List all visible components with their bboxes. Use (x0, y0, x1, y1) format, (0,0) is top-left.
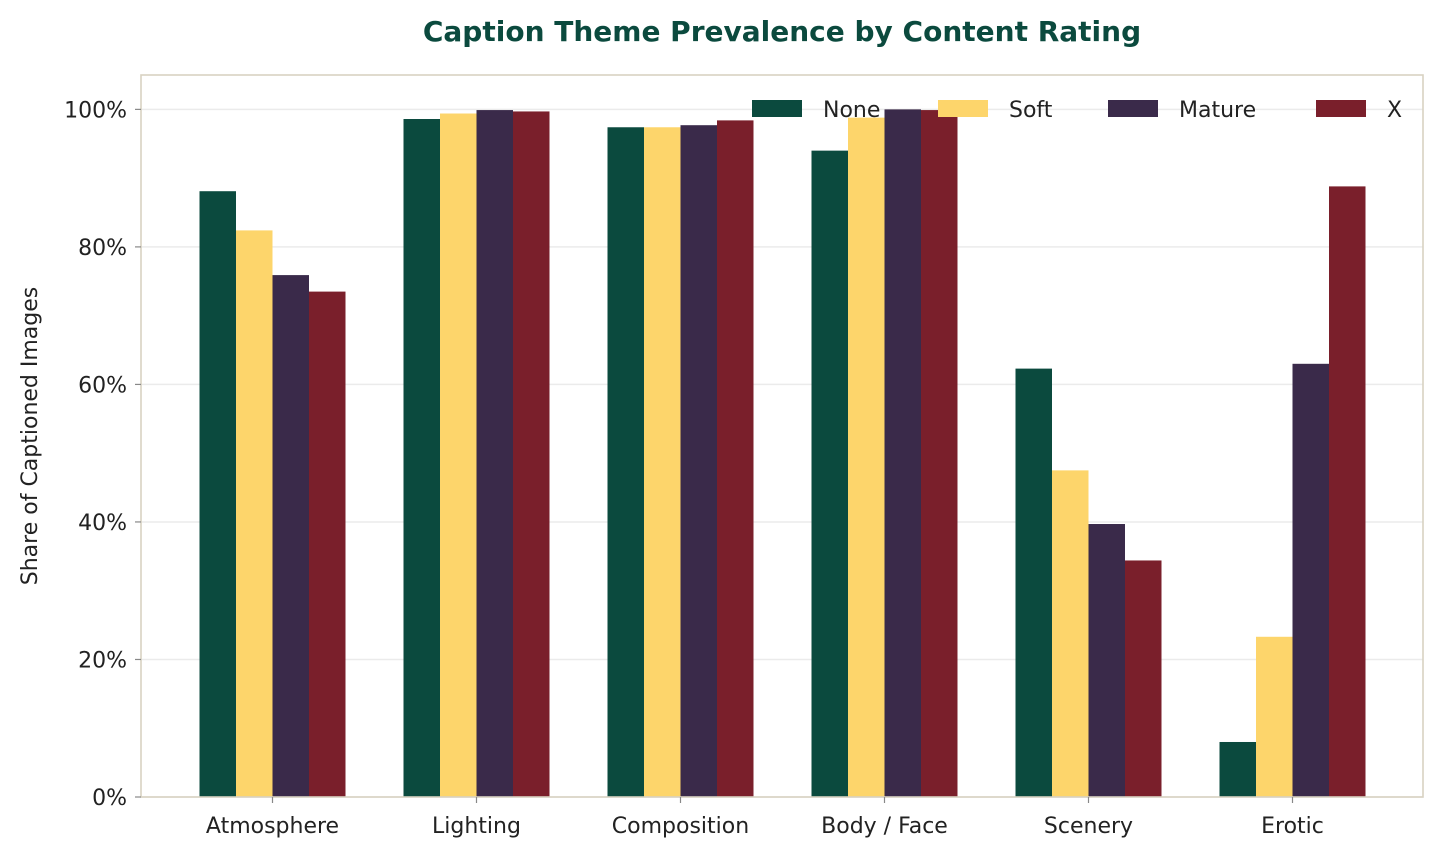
bar-mature-lighting (476, 110, 513, 797)
bar-x-body-face (921, 110, 958, 797)
bar-soft-erotic (1256, 636, 1293, 797)
bar-x-scenery (1125, 560, 1162, 797)
x-tick-label: Body / Face (821, 814, 948, 839)
bar-none-erotic (1219, 741, 1256, 797)
bar-soft-lighting (440, 113, 477, 798)
y-tick-label: 80% (78, 236, 127, 261)
bar-soft-scenery (1052, 470, 1089, 797)
x-tick-label: Scenery (1044, 814, 1133, 839)
bar-x-composition (717, 120, 754, 797)
x-tick-label: Atmosphere (206, 814, 339, 839)
legend-label-none: None (823, 98, 880, 123)
y-tick-label: 40% (78, 511, 127, 536)
bar-mature-composition (680, 125, 717, 798)
bar-none-scenery (1015, 368, 1052, 797)
bar-mature-atmosphere (272, 275, 309, 797)
bar-none-atmosphere (199, 191, 236, 797)
bar-mature-body-face (884, 109, 921, 797)
bar-x-lighting (513, 111, 550, 798)
legend: None Soft Mature X (752, 98, 1402, 123)
legend-swatch-x (1316, 100, 1366, 117)
y-tick-label: 0% (92, 786, 127, 811)
bar-x-erotic (1329, 186, 1366, 797)
bar-soft-atmosphere (236, 230, 273, 797)
legend-swatch-mature (1108, 100, 1158, 117)
bar-none-body-face (811, 150, 848, 798)
legend-label-x: X (1387, 98, 1402, 123)
bar-soft-body-face (848, 117, 885, 797)
y-tick-label: 100% (64, 98, 127, 123)
legend-swatch-soft (938, 100, 988, 117)
x-axis: Atmosphere Lighting Composition Body / Face… (206, 797, 1324, 839)
y-axis: 0% 20% 40% 60% 80% 100% (64, 98, 141, 811)
x-tick-label: Lighting (432, 814, 521, 839)
chart-title: Caption Theme Prevalence by Content Rati… (423, 15, 1141, 48)
legend-swatch-none (752, 100, 802, 117)
bars (199, 109, 1366, 798)
bar-soft-composition (644, 127, 681, 798)
legend-label-mature: Mature (1179, 98, 1256, 123)
y-axis-label: Share of Captioned Images (18, 287, 43, 585)
legend-label-soft: Soft (1009, 98, 1053, 123)
x-tick-label: Composition (612, 814, 749, 839)
bar-mature-scenery (1088, 524, 1125, 797)
y-tick-label: 60% (78, 373, 127, 398)
bar-mature-erotic (1292, 363, 1329, 797)
bar-x-atmosphere (309, 291, 346, 797)
bar-none-composition (607, 127, 644, 798)
x-tick-label: Erotic (1261, 814, 1324, 839)
plot-frame (140, 74, 1424, 798)
bar-none-lighting (403, 119, 440, 797)
y-tick-label: 20% (78, 648, 127, 673)
